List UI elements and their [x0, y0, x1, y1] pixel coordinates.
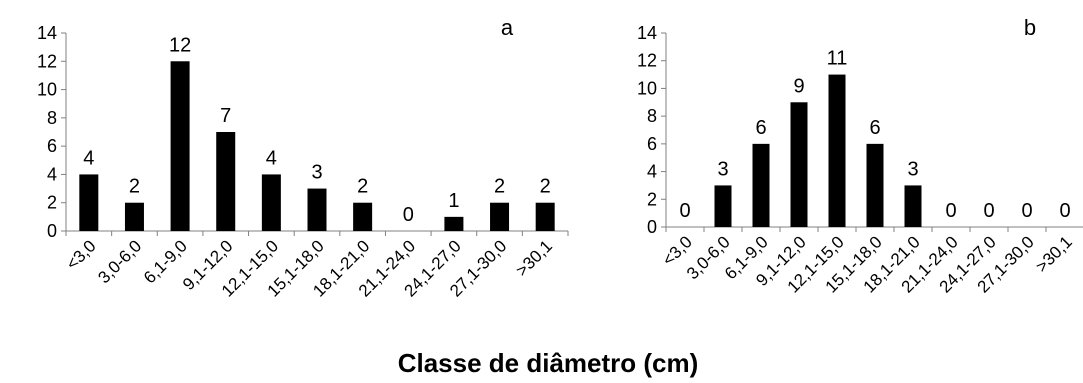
chart-panel-a: 024681012144<3,023,0-6,0126,1-9,079,1-12… — [37, 15, 569, 301]
data-label: 11 — [827, 48, 848, 70]
y-tick-label: 10 — [37, 80, 57, 100]
y-tick-label: 6 — [647, 134, 657, 154]
panel-label: a — [501, 15, 514, 40]
y-tick-label: 14 — [637, 23, 657, 43]
bar — [828, 74, 846, 227]
y-tick-label: 6 — [47, 136, 57, 156]
y-tick-label: 0 — [47, 221, 57, 241]
y-tick-label: 8 — [47, 108, 57, 128]
data-label: 3 — [717, 158, 728, 180]
bar — [490, 202, 510, 231]
bar — [866, 143, 884, 227]
data-label: 0 — [679, 200, 690, 222]
bar — [535, 202, 555, 231]
data-label: 0 — [403, 204, 414, 226]
bar — [790, 102, 808, 227]
x-tick-label: <3,0 — [62, 236, 99, 273]
bar — [124, 202, 144, 231]
x-tick-label: >30,1 — [512, 236, 556, 280]
bar — [353, 202, 373, 231]
bar — [444, 216, 464, 231]
data-label: 0 — [983, 200, 994, 222]
data-label: 1 — [448, 190, 459, 212]
data-label: 9 — [793, 75, 804, 97]
data-label: 3 — [907, 158, 918, 180]
data-label: 6 — [755, 117, 766, 139]
bar — [752, 143, 770, 227]
data-label: 0 — [945, 200, 956, 222]
chart-panel-b: 024681012140<3,033,0-6,066,1-9,099,1-12,… — [637, 15, 1083, 297]
bar — [307, 188, 327, 231]
bar — [170, 61, 190, 232]
y-tick-label: 2 — [647, 189, 657, 209]
data-label: 2 — [129, 176, 140, 198]
y-tick-label: 12 — [37, 51, 57, 71]
bar — [79, 174, 99, 231]
bar — [714, 185, 732, 227]
x-tick-label: >30,1 — [1032, 232, 1076, 276]
y-tick-label: 10 — [637, 78, 657, 98]
data-label: 12 — [169, 34, 191, 56]
data-label: 6 — [869, 117, 880, 139]
y-tick-label: 0 — [647, 217, 657, 237]
data-label: 7 — [220, 105, 231, 127]
data-label: 4 — [266, 147, 277, 169]
data-label: 2 — [494, 176, 505, 198]
bar — [216, 132, 236, 231]
data-label: 0 — [1021, 200, 1032, 222]
y-tick-label: 12 — [637, 51, 657, 71]
bar — [904, 185, 922, 227]
shared-x-axis-title: Classe de diâmetro (cm) — [398, 348, 699, 378]
data-label: 0 — [1059, 200, 1070, 222]
y-tick-label: 2 — [47, 193, 57, 213]
panel-label: b — [1024, 15, 1036, 40]
y-tick-label: 8 — [647, 106, 657, 126]
data-label: 4 — [83, 147, 94, 169]
data-label: 2 — [357, 176, 368, 198]
bar — [261, 174, 281, 231]
x-tick-label: 3,0-6,0 — [94, 236, 145, 287]
data-label: 2 — [540, 176, 551, 198]
data-label: 3 — [311, 162, 322, 184]
y-tick-label: 4 — [47, 164, 57, 184]
y-tick-label: 14 — [37, 23, 57, 43]
y-tick-label: 4 — [647, 162, 657, 182]
